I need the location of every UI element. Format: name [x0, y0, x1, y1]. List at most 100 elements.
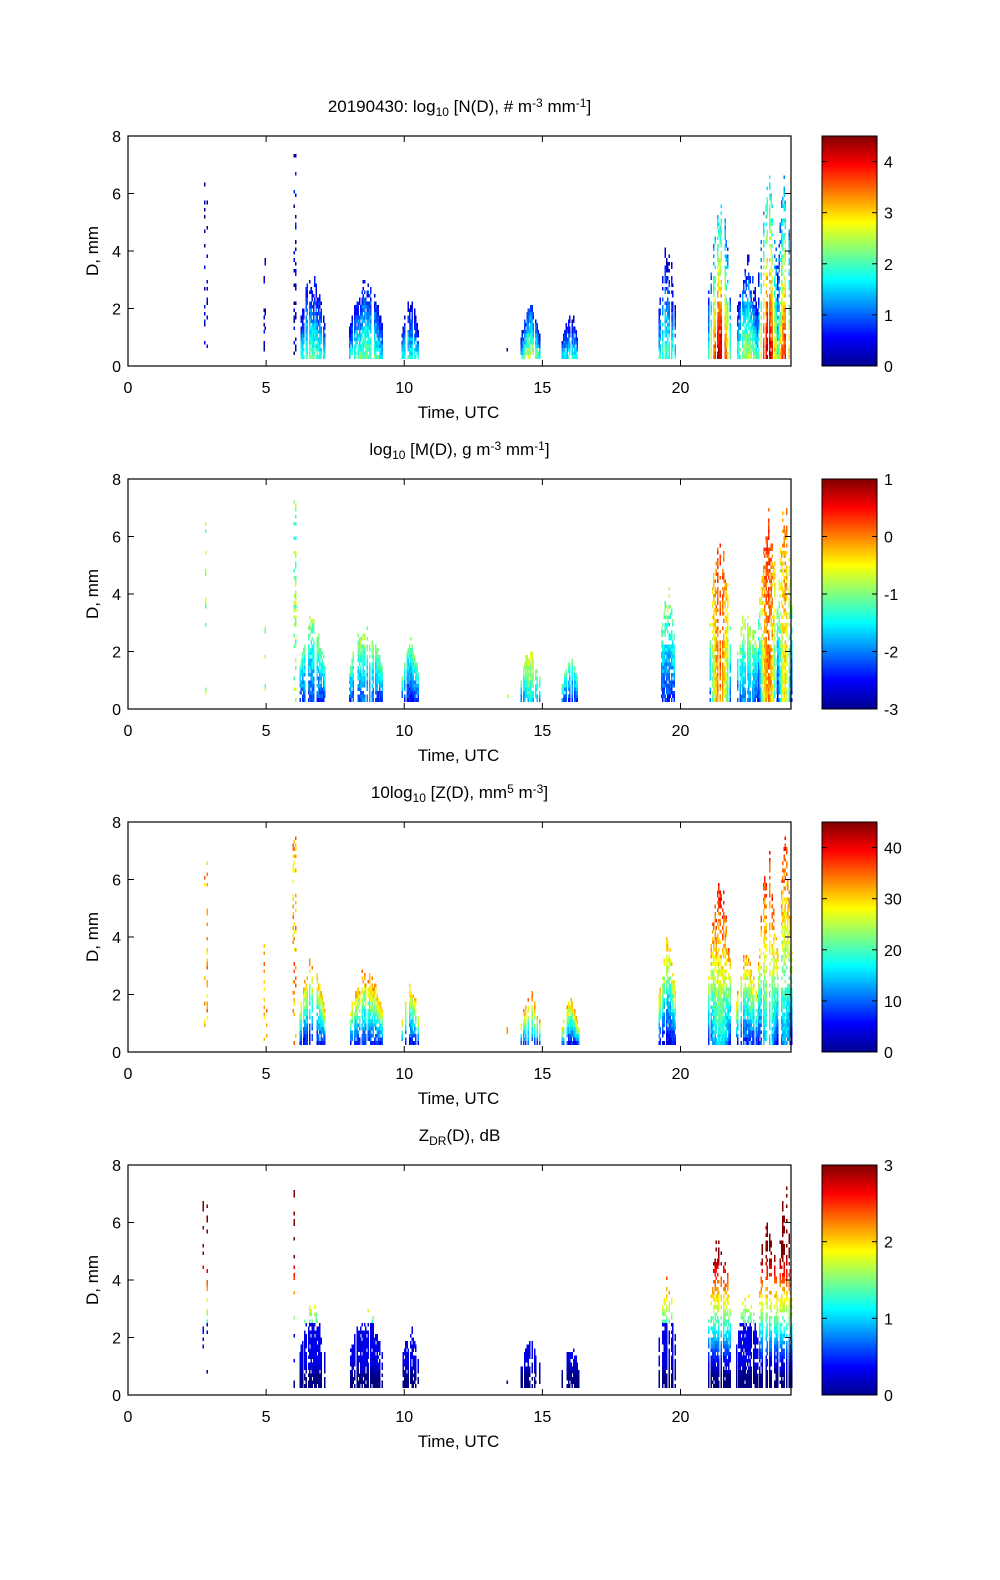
heatmap-cell: [765, 330, 767, 334]
heatmap-cell: [531, 655, 533, 659]
heatmap-cell: [357, 308, 360, 313]
heatmap-cell: [303, 326, 305, 331]
heatmap-cell: [759, 651, 761, 656]
heatmap-cell: [373, 304, 376, 309]
heatmap-cell: [667, 304, 669, 309]
heatmap-cell: [355, 322, 357, 327]
heatmap-cell: [782, 662, 784, 666]
heatmap-cell: [404, 694, 406, 699]
heatmap-cell: [769, 658, 771, 663]
heatmap-cell: [709, 644, 711, 648]
heatmap-cell: [766, 319, 769, 323]
heatmap-cell: [358, 662, 361, 666]
heatmap-cell: [719, 258, 721, 262]
heatmap-cell: [770, 673, 772, 677]
heatmap-cell: [531, 691, 533, 695]
heatmap-cell: [782, 326, 784, 331]
heatmap-cell: [368, 669, 371, 674]
heatmap-cell: [777, 304, 779, 309]
heatmap-cell: [769, 597, 771, 602]
heatmap-cell: [766, 200, 769, 205]
heatmap-cell: [404, 330, 406, 334]
heatmap-cell: [719, 236, 721, 241]
heatmap-cell: [368, 326, 371, 331]
heatmap-cell: [662, 351, 664, 356]
heatmap-cell: [416, 698, 418, 702]
heatmap-cell: [415, 676, 417, 681]
heatmap-cell: [525, 694, 527, 699]
heatmap-cell: [321, 658, 324, 663]
heatmap-cell: [748, 258, 750, 262]
heatmap-cell: [720, 251, 723, 255]
heatmap-cell: [381, 694, 383, 699]
heatmap-cell: [765, 276, 767, 280]
heatmap-cell: [569, 319, 571, 323]
heatmap-cell: [782, 691, 784, 695]
heatmap-cell: [408, 308, 411, 313]
heatmap-cell: [725, 265, 727, 269]
heatmap-cell: [306, 994, 309, 999]
heatmap-cell: [782, 529, 784, 533]
heatmap-cell: [667, 308, 669, 313]
heatmap-cell: [716, 676, 719, 681]
heatmap-cell: [724, 272, 726, 277]
heatmap-cell: [753, 315, 755, 320]
heatmap-cell: [377, 304, 380, 309]
heatmap-cell: [784, 222, 787, 226]
heatmap-cell: [311, 691, 314, 695]
heatmap-cell: [407, 344, 410, 348]
heatmap-cell: [381, 676, 383, 681]
heatmap-cell: [319, 351, 321, 356]
heatmap-cell: [745, 326, 748, 331]
heatmap-cell: [532, 340, 535, 345]
heatmap-cell: [748, 351, 750, 356]
heatmap-cell: [410, 355, 412, 359]
heatmap-cell: [780, 601, 783, 605]
heatmap-cell: [312, 687, 315, 691]
heatmap-cell: [378, 326, 381, 331]
heatmap-cell: [375, 312, 377, 316]
heatmap-cell: [308, 647, 310, 652]
heatmap-cell: [780, 640, 783, 645]
heatmap-cell: [783, 348, 785, 352]
heatmap-cell: [723, 665, 725, 670]
heatmap-cell: [320, 683, 322, 688]
heatmap-cell: [535, 687, 537, 691]
heatmap-cell: [774, 608, 776, 612]
heatmap-cell: [765, 626, 767, 630]
heatmap-cell: [766, 236, 769, 241]
heatmap-cell: [777, 286, 779, 291]
heatmap-cell: [784, 233, 787, 237]
heatmap-cell: [785, 532, 788, 537]
heatmap-cell: [664, 254, 667, 259]
heatmap-cell: [672, 647, 674, 652]
heatmap-cell: [669, 644, 672, 648]
heatmap-cell: [316, 344, 319, 348]
heatmap-cell: [790, 651, 793, 656]
heatmap-cell: [304, 698, 306, 702]
heatmap-cell: [783, 658, 785, 663]
heatmap-cell: [668, 330, 670, 334]
heatmap-cell: [565, 669, 567, 674]
heatmap-cell: [538, 348, 541, 352]
heatmap-cell: [755, 669, 758, 674]
heatmap-cell: [726, 655, 729, 659]
heatmap-cell: [668, 344, 670, 348]
heatmap-cell: [778, 676, 780, 681]
heatmap-cell: [366, 637, 368, 641]
heatmap-cell: [725, 594, 727, 598]
heatmap-cell: [755, 301, 758, 305]
heatmap-cell: [723, 579, 725, 584]
heatmap-cell: [785, 612, 788, 616]
heatmap-cell: [778, 673, 780, 677]
heatmap-cell: [757, 312, 760, 316]
heatmap-cell: [664, 647, 667, 652]
heatmap-cell: [665, 276, 668, 280]
heatmap-cell: [756, 333, 759, 338]
heatmap-cell: [362, 694, 365, 699]
heatmap-cell: [769, 615, 771, 620]
heatmap-cell: [767, 518, 770, 523]
heatmap-cell: [740, 669, 743, 674]
heatmap-cell: [710, 322, 713, 327]
heatmap-cell: [790, 680, 793, 684]
